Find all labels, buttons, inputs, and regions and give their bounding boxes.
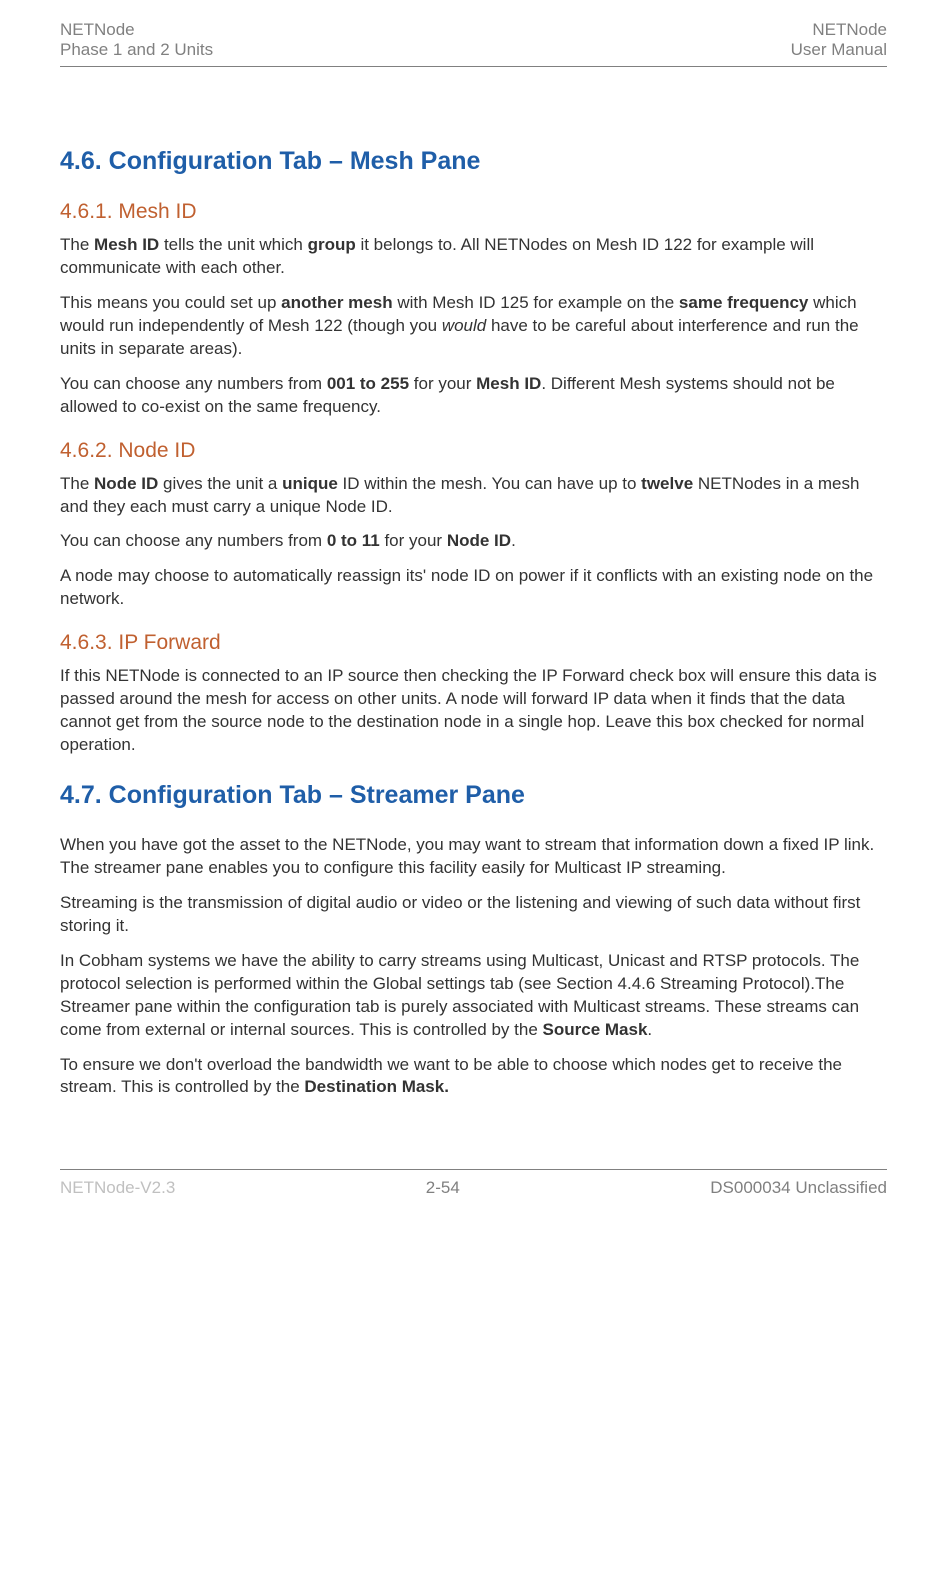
section-4-6-2-para2: You can choose any numbers from 0 to 11 …: [60, 530, 887, 553]
text-run: gives the unit a: [158, 474, 282, 493]
text-run-bold: twelve: [641, 474, 693, 493]
text-run: .: [511, 531, 516, 550]
section-4-6-2-para1: The Node ID gives the unit a unique ID w…: [60, 473, 887, 519]
text-run: ID within the mesh. You can have up to: [338, 474, 641, 493]
text-run: This means you could set up: [60, 293, 281, 312]
section-4-7-para3: In Cobham systems we have the ability to…: [60, 950, 887, 1042]
header-right-line1: NETNode: [791, 20, 887, 40]
header-left: NETNode Phase 1 and 2 Units: [60, 20, 213, 60]
text-run-italic: would: [442, 316, 486, 335]
section-4-6-3-para1: If this NETNode is connected to an IP so…: [60, 665, 887, 757]
text-run-bold: Source Mask: [543, 1020, 648, 1039]
text-run: You can choose any numbers from: [60, 374, 327, 393]
section-4-6-3-heading: 4.6.3. IP Forward: [60, 631, 887, 655]
text-run: .: [647, 1020, 652, 1039]
footer-divider: [60, 1169, 887, 1170]
header-left-line2: Phase 1 and 2 Units: [60, 40, 213, 60]
text-run-bold: Node ID: [447, 531, 511, 550]
text-run-bold: same frequency: [679, 293, 808, 312]
footer-left: NETNode-V2.3: [60, 1178, 175, 1198]
text-run-bold: Mesh ID: [94, 235, 159, 254]
section-4-6-1-para3: You can choose any numbers from 001 to 2…: [60, 373, 887, 419]
text-run: for your: [409, 374, 476, 393]
section-4-7-para4: To ensure we don't overload the bandwidt…: [60, 1054, 887, 1100]
page-header: NETNode Phase 1 and 2 Units NETNode User…: [60, 20, 887, 60]
text-run: You can choose any numbers from: [60, 531, 327, 550]
text-run-bold: Mesh ID: [476, 374, 541, 393]
text-run-bold: group: [308, 235, 356, 254]
section-4-6-2-para3: A node may choose to automatically reass…: [60, 565, 887, 611]
header-right: NETNode User Manual: [791, 20, 887, 60]
header-left-line1: NETNode: [60, 20, 213, 40]
section-4-6-1-para2: This means you could set up another mesh…: [60, 292, 887, 361]
text-run: In Cobham systems we have the ability to…: [60, 951, 859, 1039]
text-run-bold: Destination Mask.: [304, 1077, 449, 1096]
section-4-7-heading: 4.7. Configuration Tab – Streamer Pane: [60, 781, 887, 810]
footer-right: DS000034 Unclassified: [710, 1178, 887, 1198]
footer-center: 2-54: [426, 1178, 460, 1198]
section-4-6-2-heading: 4.6.2. Node ID: [60, 439, 887, 463]
section-4-7-para2: Streaming is the transmission of digital…: [60, 892, 887, 938]
text-run: tells the unit which: [159, 235, 307, 254]
section-4-7-para1: When you have got the asset to the NETNo…: [60, 834, 887, 880]
header-right-line2: User Manual: [791, 40, 887, 60]
text-run: To ensure we don't overload the bandwidt…: [60, 1055, 842, 1097]
text-run-bold: Node ID: [94, 474, 158, 493]
page-footer: NETNode-V2.3 2-54 DS000034 Unclassified: [60, 1178, 887, 1198]
header-divider: [60, 66, 887, 67]
text-run-bold: 0 to 11: [327, 531, 380, 550]
text-run: for your: [380, 531, 447, 550]
text-run: with Mesh ID 125 for example on the: [393, 293, 679, 312]
section-4-6-1-heading: 4.6.1. Mesh ID: [60, 200, 887, 224]
text-run-bold: 001 to 255: [327, 374, 409, 393]
text-run: The: [60, 474, 94, 493]
text-run: The: [60, 235, 94, 254]
section-4-6-1-para1: The Mesh ID tells the unit which group i…: [60, 234, 887, 280]
section-4-6-heading: 4.6. Configuration Tab – Mesh Pane: [60, 147, 887, 176]
text-run-bold: unique: [282, 474, 338, 493]
document-page: NETNode Phase 1 and 2 Units NETNode User…: [0, 0, 947, 1228]
text-run-bold: another mesh: [281, 293, 392, 312]
